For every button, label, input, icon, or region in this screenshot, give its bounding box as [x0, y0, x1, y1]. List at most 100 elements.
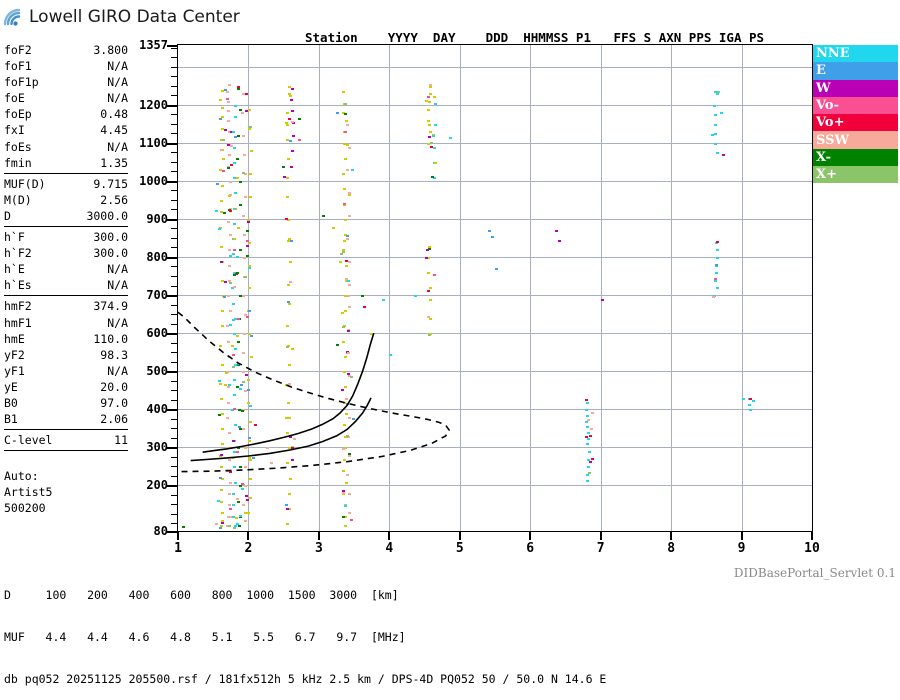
echo-point — [346, 144, 349, 146]
echo-point — [288, 493, 291, 495]
ionogram-plot[interactable] — [178, 45, 812, 531]
echo-point — [716, 249, 719, 251]
echo-point — [227, 110, 230, 112]
echo-point — [242, 381, 245, 383]
echo-point — [342, 173, 345, 175]
y-tick-major — [167, 485, 178, 488]
y-axis-tick-label: 1357 — [139, 38, 168, 52]
echo-point — [715, 272, 718, 274]
legend-item-x[interactable]: X+ — [813, 166, 898, 184]
echo-point — [249, 126, 252, 128]
param-value: 4.45 — [100, 123, 128, 138]
gridline-vertical — [319, 45, 320, 531]
param-value: 300.0 — [93, 246, 128, 261]
echo-point — [248, 287, 251, 289]
echo-point — [290, 240, 293, 242]
echo-point — [226, 325, 229, 327]
echo-point — [232, 131, 235, 133]
y-tick-minor — [171, 276, 178, 277]
echo-point — [585, 409, 588, 411]
legend-item-x[interactable]: X- — [813, 148, 898, 167]
footer-source-row: db pq052 20251125 205500.rsf / 181fx512h… — [4, 672, 607, 686]
auto-line-2: 500200 — [4, 501, 46, 516]
y-tick-minor — [171, 390, 178, 392]
echo-point — [425, 100, 428, 102]
y-tick-minor — [171, 437, 178, 439]
gridline-vertical — [389, 45, 390, 531]
echo-point — [238, 409, 241, 411]
echo-point — [344, 219, 347, 221]
echo-point — [237, 135, 240, 137]
echo-point — [244, 466, 247, 468]
echo-point — [229, 508, 232, 510]
echo-point — [229, 471, 232, 473]
param-key: foF2 — [4, 43, 32, 57]
param-key: B1 — [4, 412, 18, 427]
echo-point — [558, 240, 561, 242]
param-divider — [4, 295, 128, 297]
legend-item-e[interactable]: E — [813, 62, 898, 80]
echo-point — [248, 109, 251, 111]
param-value: N/A — [107, 363, 128, 378]
echo-point — [228, 459, 231, 461]
param-row-ye: yE 20.0 — [4, 379, 128, 395]
echo-point — [229, 210, 232, 212]
param-key: yF2 — [4, 347, 25, 362]
y-tick-major — [167, 371, 178, 374]
echo-point — [232, 504, 235, 506]
echo-point — [227, 120, 230, 122]
x-axis-tick-label: 4 — [385, 541, 394, 556]
footer-distance-row: D 100 200 400 600 800 1000 1500 3000 [km… — [4, 588, 399, 602]
echo-point — [229, 324, 232, 326]
gridline-vertical — [671, 45, 672, 531]
echo-point — [752, 400, 755, 402]
echo-point — [228, 384, 231, 386]
echo-point — [219, 477, 222, 479]
echo-point — [346, 474, 349, 476]
electron-density-profile-trace — [178, 311, 451, 473]
echo-point — [219, 527, 222, 529]
echo-point — [231, 409, 234, 411]
echo-point — [348, 284, 351, 286]
echo-point — [237, 318, 240, 320]
param-value: 20.0 — [100, 379, 128, 394]
echo-point — [586, 426, 589, 428]
legend-item-vo[interactable]: Vo- — [813, 96, 898, 115]
x-axis-tick-label: 6 — [526, 541, 535, 556]
param-value: N/A — [107, 262, 128, 277]
echo-point — [344, 158, 347, 160]
echo-point — [344, 103, 347, 105]
echo-point — [288, 238, 291, 240]
echo-point — [714, 91, 717, 93]
echo-point — [591, 412, 594, 414]
echo-point — [270, 462, 273, 464]
legend-item-vo[interactable]: Vo+ — [813, 114, 898, 132]
echo-point — [286, 462, 289, 464]
echo-point — [287, 158, 290, 160]
echo-point — [341, 312, 344, 314]
echo-point — [220, 261, 223, 263]
echo-point — [239, 204, 242, 206]
legend-item-w[interactable]: W — [813, 79, 898, 97]
y-tick-major — [167, 333, 178, 336]
echo-point — [286, 325, 289, 327]
logo-area: Lowell GIRO Data Center — [2, 2, 262, 32]
param-value: 11 — [114, 433, 128, 448]
echo-point — [289, 95, 292, 97]
echo-point — [287, 219, 290, 221]
echo-point — [250, 335, 253, 337]
legend-item-ssw[interactable]: SSW — [813, 131, 898, 149]
echo-point — [434, 124, 437, 126]
echo-point — [230, 145, 233, 147]
echo-point — [235, 517, 238, 519]
echo-point — [232, 319, 235, 321]
echo-point — [291, 459, 294, 461]
echo-point — [291, 447, 294, 449]
echo-point — [242, 371, 245, 373]
echo-point — [289, 281, 292, 283]
y-tick-minor — [171, 133, 178, 135]
echo-point — [235, 273, 238, 275]
gridline-vertical — [601, 45, 602, 531]
legend-item-nne[interactable]: NNE — [813, 45, 898, 63]
y-tick-major — [167, 531, 178, 533]
